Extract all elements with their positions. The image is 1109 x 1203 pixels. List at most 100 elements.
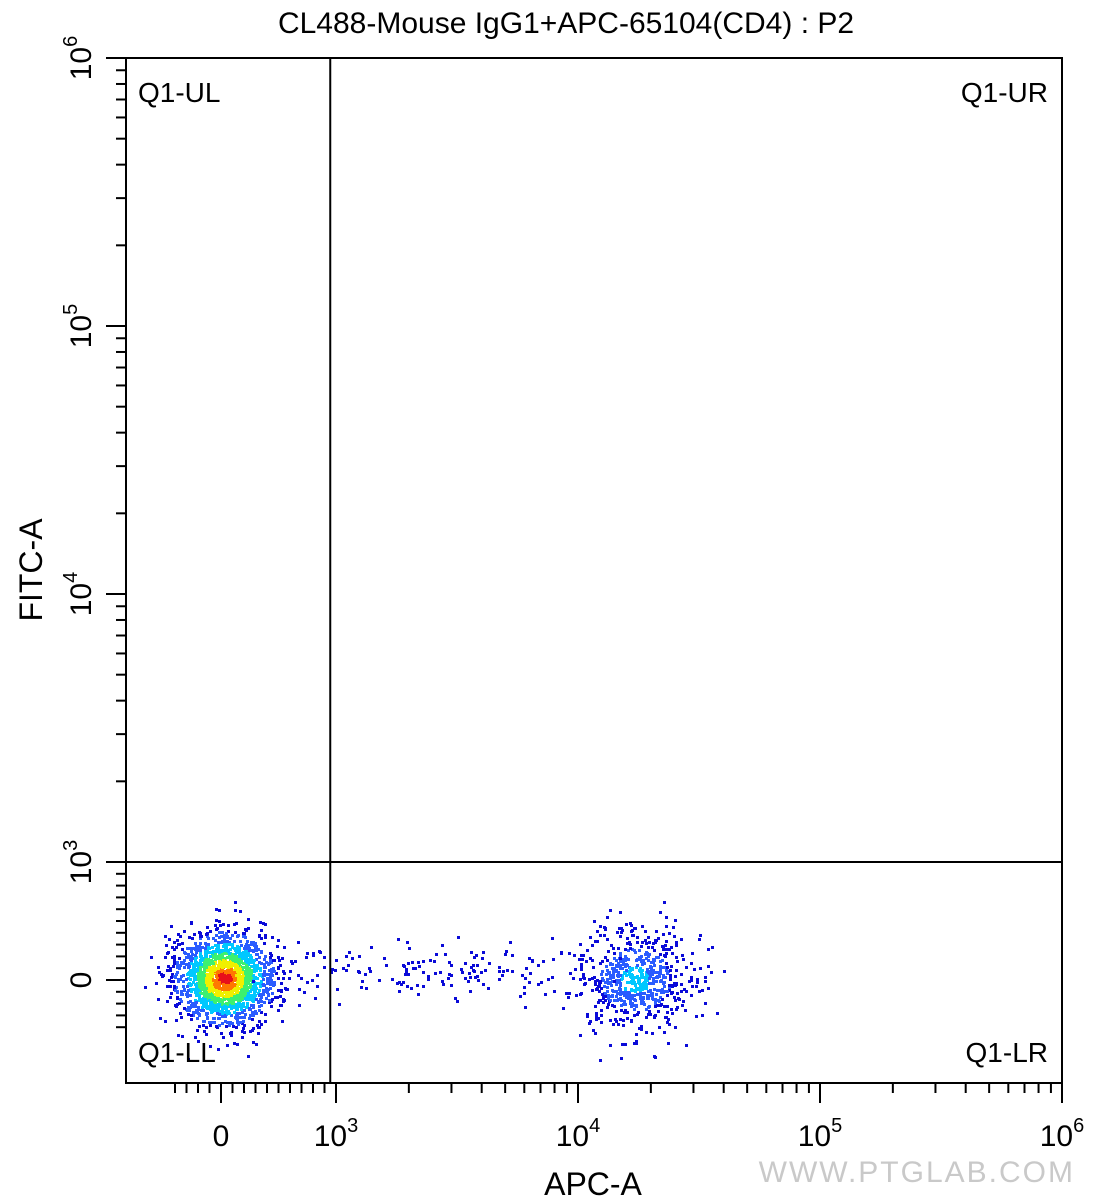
quadrant-label-ul: Q1-UL: [138, 77, 220, 108]
event-dot: [215, 999, 218, 1002]
event-dot: [645, 957, 648, 960]
event-dot: [239, 940, 242, 943]
event-dot: [621, 967, 624, 970]
event-dot: [695, 1015, 698, 1018]
event-dot: [253, 964, 256, 967]
event-dot: [298, 1004, 301, 1007]
event-dot: [223, 941, 226, 944]
event-dot: [601, 960, 604, 963]
event-dot: [237, 948, 240, 951]
event-dot: [652, 961, 655, 964]
event-dot: [668, 984, 671, 987]
event-dot: [160, 973, 163, 976]
event-dot: [572, 977, 575, 980]
event-dot: [664, 955, 667, 958]
event-dot: [221, 1009, 224, 1012]
event-dot: [238, 977, 241, 980]
event-dot: [472, 964, 475, 967]
event-dot: [242, 1027, 245, 1030]
event-dot: [629, 947, 632, 950]
event-dot: [221, 978, 224, 981]
event-dot: [197, 983, 200, 986]
event-dot: [244, 928, 247, 931]
event-dot: [150, 956, 153, 959]
event-dot: [599, 962, 602, 965]
event-dot: [189, 978, 192, 981]
event-dot: [248, 978, 251, 981]
event-dot: [450, 984, 453, 987]
event-dot: [636, 1013, 639, 1016]
event-dot: [231, 943, 234, 946]
event-dot: [606, 916, 609, 919]
event-dot: [279, 995, 282, 998]
event-dot: [653, 988, 656, 991]
event-dot: [192, 963, 195, 966]
event-dot: [246, 958, 249, 961]
event-dot: [240, 960, 243, 963]
event-dot: [624, 1003, 627, 1006]
event-dot: [650, 966, 653, 969]
event-dot: [197, 949, 200, 952]
event-dot: [238, 946, 241, 949]
event-dot: [230, 1014, 233, 1017]
event-dot: [661, 998, 664, 1001]
event-dot: [226, 956, 229, 959]
event-dot: [283, 946, 286, 949]
event-dot: [218, 981, 221, 984]
event-dot: [364, 973, 367, 976]
event-dot: [205, 963, 208, 966]
event-dot: [629, 922, 632, 925]
event-dot: [447, 977, 450, 980]
event-dot: [235, 950, 238, 953]
event-dot: [385, 964, 388, 967]
event-dot: [212, 962, 215, 965]
event-dot: [204, 1003, 207, 1006]
event-dot: [434, 972, 437, 975]
event-dot: [218, 909, 221, 912]
event-dot: [177, 1034, 180, 1037]
event-dot: [215, 1009, 218, 1012]
event-dot: [180, 990, 183, 993]
event-dot: [182, 985, 185, 988]
event-dot: [674, 984, 677, 987]
event-dot: [244, 979, 247, 982]
event-dot: [233, 1011, 236, 1014]
event-dot: [252, 941, 255, 944]
event-dot: [617, 971, 620, 974]
event-dot: [668, 932, 671, 935]
event-dot: [244, 959, 247, 962]
event-dot: [171, 946, 174, 949]
event-dot: [207, 937, 210, 940]
event-dot: [316, 985, 319, 988]
event-dot: [221, 975, 224, 978]
event-dot: [645, 1016, 648, 1019]
event-dot: [633, 989, 636, 992]
event-dot: [198, 989, 201, 992]
event-dot: [229, 964, 232, 967]
event-dot: [631, 997, 634, 1000]
event-dot: [670, 992, 673, 995]
event-dot: [211, 978, 214, 981]
event-dot: [230, 1031, 233, 1034]
event-dot: [662, 933, 665, 936]
event-dot: [601, 970, 604, 973]
event-dot: [311, 979, 314, 982]
event-dot: [192, 966, 195, 969]
event-dot: [176, 997, 179, 1000]
event-dot: [203, 1030, 206, 1033]
event-dot: [214, 962, 217, 965]
event-dot: [617, 975, 620, 978]
event-dot: [238, 955, 241, 958]
event-dot: [192, 1011, 195, 1014]
event-dot: [194, 999, 197, 1002]
event-dot: [416, 984, 419, 987]
event-dot: [205, 1033, 208, 1036]
event-dot: [607, 997, 610, 1000]
event-dot: [182, 980, 185, 983]
event-dot: [609, 1019, 612, 1022]
event-dot: [683, 988, 686, 991]
event-dot: [209, 1024, 212, 1027]
event-dot: [630, 973, 633, 976]
event-dot: [176, 991, 179, 994]
event-dot: [207, 964, 210, 967]
